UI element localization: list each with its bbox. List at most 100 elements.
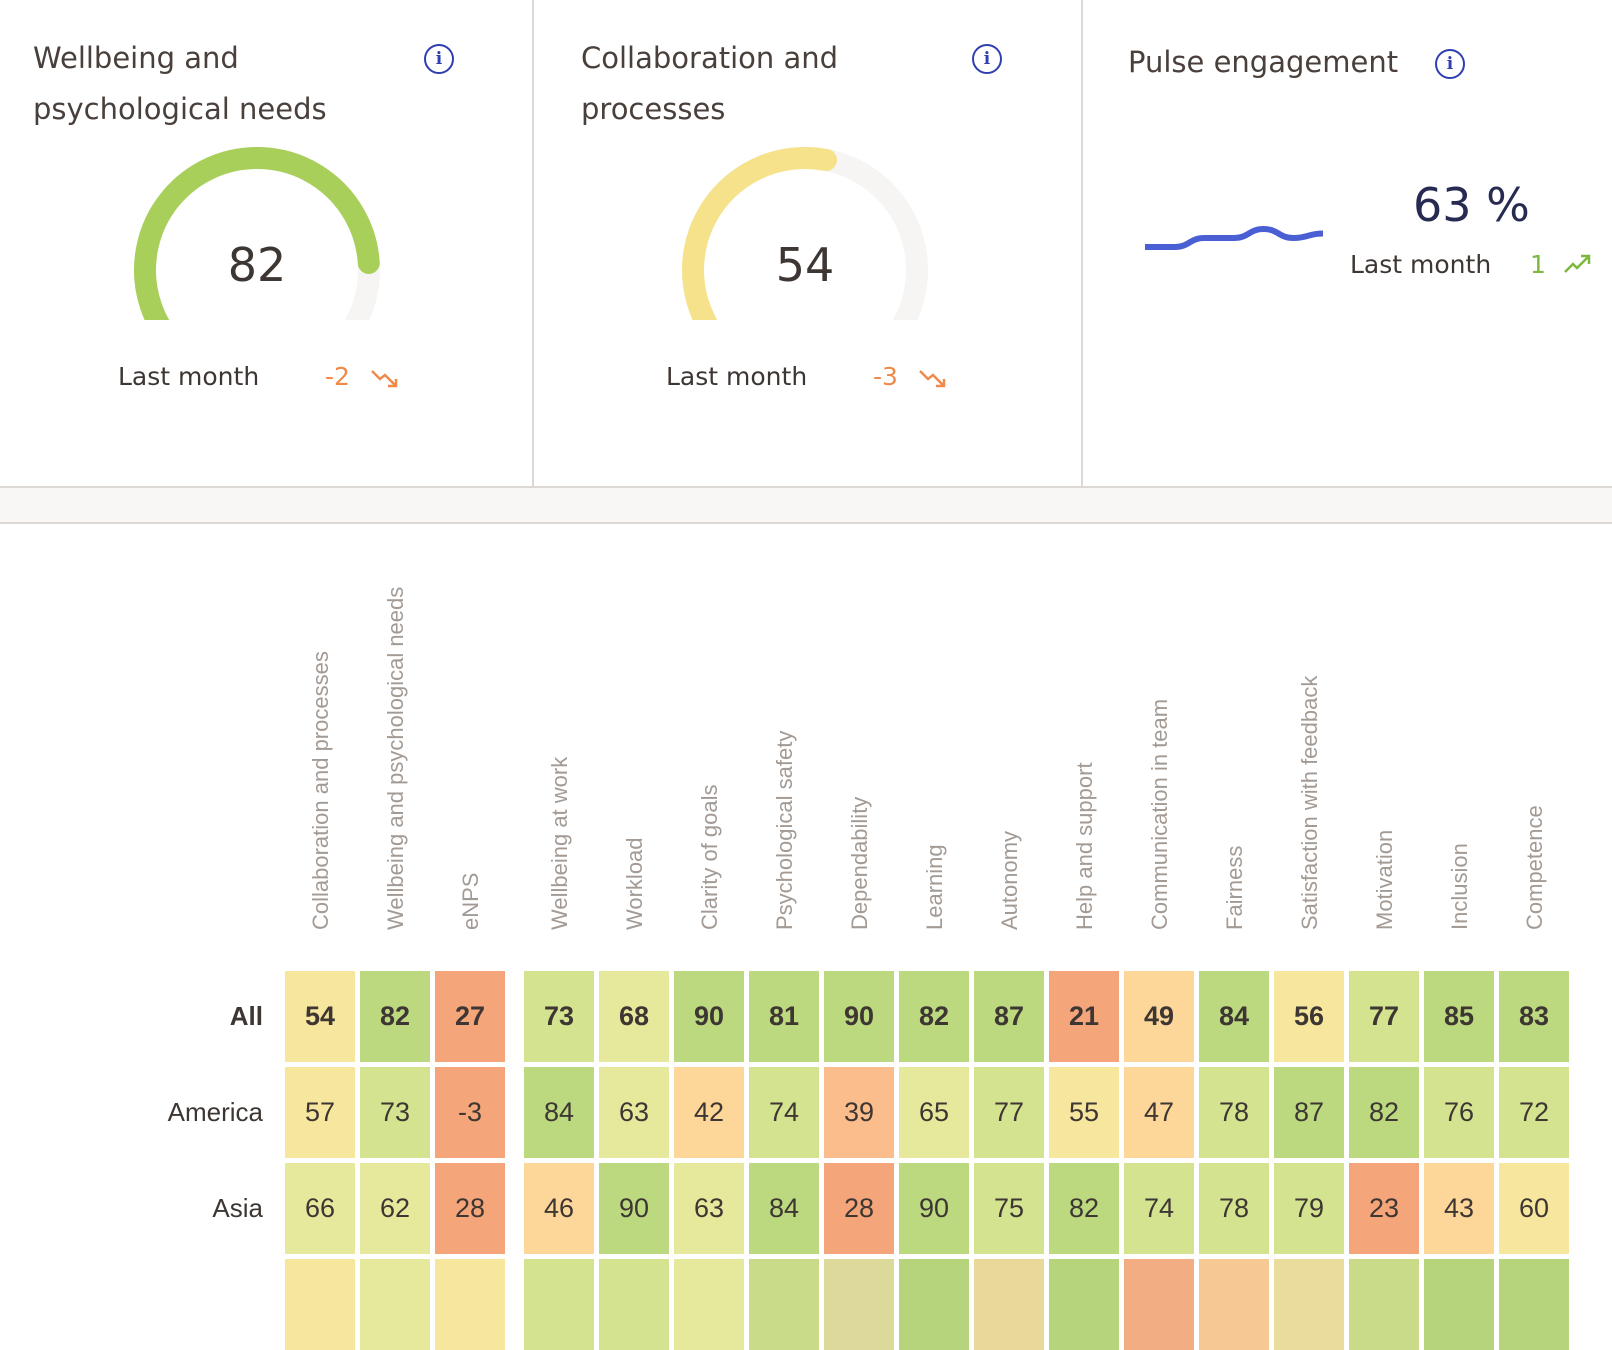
heatmap-cell[interactable] [1199,1259,1269,1350]
heatmap-cell[interactable]: 77 [1349,971,1419,1062]
heatmap-cell[interactable]: 68 [599,971,669,1062]
heatmap-cell[interactable]: 82 [360,971,430,1062]
heatmap-cell[interactable]: 90 [899,1163,969,1254]
heatmap-cell[interactable]: 42 [674,1067,744,1158]
heatmap-cell[interactable]: 74 [1124,1163,1194,1254]
heatmap-cell[interactable]: 27 [435,971,505,1062]
heatmap-cell[interactable] [1049,1259,1119,1350]
pulse-engagement-card: Pulse engagement i 63 % Last month 1 [1083,0,1612,486]
heatmap-cell[interactable]: 83 [1499,971,1569,1062]
column-header: Collaboration and processes [283,0,358,940]
trend-down-icon [919,370,946,388]
column-header-label: Collaboration and processes [307,651,333,930]
collaboration-card: Collaboration and processes i 54 Last mon… [534,0,1080,486]
heatmap-cell[interactable]: 85 [1424,971,1494,1062]
info-icon[interactable]: i [1435,49,1465,79]
column-header: Motivation [1347,0,1422,940]
section-separator [0,486,1612,524]
heatmap-cell[interactable]: 77 [974,1067,1044,1158]
heatmap-cell[interactable]: 47 [1124,1067,1194,1158]
heatmap-cell[interactable]: 82 [1049,1163,1119,1254]
heatmap-cell[interactable]: 76 [1424,1067,1494,1158]
last-month-label: Last month [1350,250,1492,279]
card-title: Pulse engagement [1128,45,1399,79]
info-icon[interactable]: i [424,44,454,74]
last-month-label: Last month [118,362,260,391]
column-header-label: Motivation [1371,829,1397,930]
column-header-label: Inclusion [1446,843,1472,930]
column-header: Inclusion [1422,0,1497,940]
heatmap-cell[interactable] [824,1259,894,1350]
heatmap-cell[interactable] [1424,1259,1494,1350]
heatmap-cell[interactable]: 62 [360,1163,430,1254]
heatmap-cell[interactable] [360,1259,430,1350]
column-header: Wellbeing at work [522,0,597,940]
heatmap-cell[interactable] [285,1259,355,1350]
heatmap-cell[interactable]: 65 [899,1067,969,1158]
column-header-label: Communication in team [1146,698,1172,930]
column-header-label: Clarity of goals [696,784,722,930]
gauge-fill [682,147,837,320]
column-header-label: Autonomy [996,830,1022,930]
heatmap-cell[interactable]: 73 [524,971,594,1062]
heatmap-cell[interactable] [974,1259,1044,1350]
heatmap-cell[interactable]: 43 [1424,1163,1494,1254]
heatmap-cell[interactable]: 63 [599,1067,669,1158]
heatmap-cell[interactable]: 72 [1499,1067,1569,1158]
delta-value: 1 [1530,250,1546,279]
heatmap-cell[interactable]: 75 [974,1163,1044,1254]
heatmap-cell[interactable] [1124,1259,1194,1350]
heatmap-cell[interactable]: 79 [1274,1163,1344,1254]
heatmap-cell[interactable]: 73 [360,1067,430,1158]
heatmap-cell[interactable]: 28 [824,1163,894,1254]
heatmap-cell[interactable] [749,1259,819,1350]
heatmap-cell[interactable]: 87 [1274,1067,1344,1158]
heatmap-cell[interactable]: 49 [1124,971,1194,1062]
heatmap-cell[interactable]: 82 [1349,1067,1419,1158]
heatmap-cell[interactable] [435,1259,505,1350]
heatmap-cell[interactable]: 54 [285,971,355,1062]
heatmap-cell[interactable]: 66 [285,1163,355,1254]
heatmap-cell[interactable]: 60 [1499,1163,1569,1254]
heatmap-cell[interactable]: 55 [1049,1067,1119,1158]
column-header: Fairness [1197,0,1272,940]
heatmap-cell[interactable]: 78 [1199,1067,1269,1158]
heatmap-cell[interactable]: 90 [599,1163,669,1254]
heatmap-cell[interactable]: 63 [674,1163,744,1254]
heatmap-cell[interactable]: 78 [1199,1163,1269,1254]
heatmap-cell[interactable]: 74 [749,1067,819,1158]
heatmap-cell[interactable] [524,1259,594,1350]
heatmap-cell[interactable]: 39 [824,1067,894,1158]
column-header: Competence [1497,0,1572,940]
heatmap-cell[interactable]: 87 [974,971,1044,1062]
row-label: Asia [212,1193,263,1223]
heatmap-cell[interactable]: 57 [285,1067,355,1158]
heatmap-cell[interactable]: 81 [749,971,819,1062]
heatmap-cell[interactable]: 82 [899,971,969,1062]
delta-value: -2 [325,362,350,391]
heatmap-cell[interactable]: 46 [524,1163,594,1254]
column-header-label: Wellbeing and psychological needs [382,586,408,930]
heatmap-cell[interactable] [1349,1259,1419,1350]
delta-value: -3 [873,362,898,391]
heatmap-cell[interactable] [599,1259,669,1350]
heatmap-cell[interactable]: 21 [1049,971,1119,1062]
column-header-label: Dependability [846,796,872,930]
heatmap-cell[interactable]: 56 [1274,971,1344,1062]
heatmap-cell[interactable]: 90 [824,971,894,1062]
heatmap-cell[interactable]: 23 [1349,1163,1419,1254]
heatmap-cell[interactable] [899,1259,969,1350]
heatmap-cell[interactable]: 84 [1199,971,1269,1062]
heatmap-cell[interactable]: 84 [749,1163,819,1254]
heatmap-cell[interactable]: -3 [435,1067,505,1158]
gauge-value: 54 [775,238,835,292]
column-header: Communication in team [1122,0,1197,940]
heatmap-cell[interactable] [674,1259,744,1350]
heatmap-cell[interactable] [1499,1259,1569,1350]
heatmap-cell[interactable]: 84 [524,1067,594,1158]
heatmap-cell[interactable] [1274,1259,1344,1350]
info-icon[interactable]: i [972,44,1002,74]
heatmap-cell[interactable]: 90 [674,971,744,1062]
heatmap-cell[interactable]: 28 [435,1163,505,1254]
gauge-value: 82 [227,238,287,292]
